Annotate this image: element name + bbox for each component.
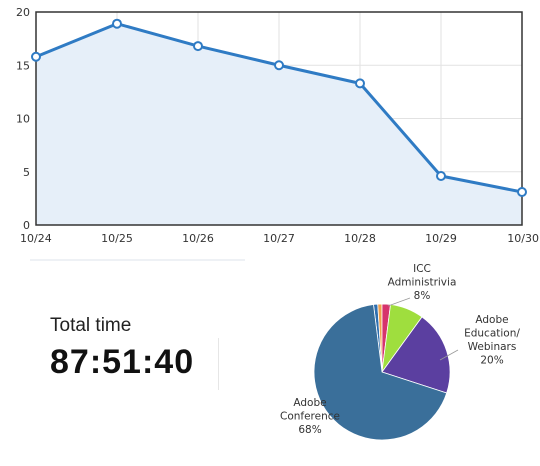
pie-leader-line	[439, 349, 459, 361]
data-point	[31, 51, 41, 62]
y-tick-label: 15	[16, 59, 30, 72]
data-point	[436, 171, 446, 182]
pie-leader-line	[387, 297, 411, 307]
pie-label-line: 8%	[414, 290, 431, 302]
total-time-label: Total time	[50, 315, 132, 336]
pie-slice-label: Adobe Conference 68%	[280, 397, 340, 436]
y-tick-label: 0	[23, 219, 30, 232]
daily-line-chart: 0 5 10 15 20 10/24 10/25 10/26 10/27 10/28 10/29 10…	[16, 6, 539, 245]
pie-label-line: Webinars	[468, 341, 517, 353]
pie-slice-label: Adobe Education/Webinars 20%	[464, 314, 520, 367]
y-tick-label: 10	[16, 113, 30, 126]
x-tick-label: 10/27	[263, 232, 295, 245]
pie-slice	[313, 304, 448, 441]
x-tick-label: 10/30	[507, 232, 539, 245]
summary-divider	[218, 338, 219, 390]
x-tick-label: 10/29	[425, 232, 457, 245]
pie-label-line: ICC	[413, 263, 431, 275]
pie-label-line: 68%	[298, 424, 321, 436]
section-separator	[30, 259, 245, 261]
x-tick-label: 10/24	[20, 232, 52, 245]
x-tick-label: 10/28	[344, 232, 376, 245]
data-point	[517, 186, 527, 197]
data-point	[193, 41, 203, 52]
y-tick-label: 5	[23, 166, 30, 179]
pie-label-line: Adobe	[293, 397, 326, 409]
pie-slice	[381, 316, 451, 394]
pie-label-line: Education/	[464, 328, 520, 340]
data-point	[355, 78, 365, 89]
total-time-summary: Total time 87:51:40	[50, 315, 194, 382]
plot-frame	[35, 11, 523, 226]
pie-slice-label: ICC Administrivia 8%	[388, 263, 457, 302]
pie-label-line: 20%	[480, 355, 503, 367]
data-point	[274, 60, 284, 71]
pie-label-line: Administrivia	[388, 277, 457, 289]
x-tick-label: 10/26	[182, 232, 214, 245]
pie-label-line: Adobe	[475, 314, 508, 326]
data-point	[112, 18, 122, 29]
x-tick-label: 10/25	[101, 232, 133, 245]
series-area	[36, 23, 522, 226]
y-tick-label: 20	[16, 6, 30, 19]
pie-label-line: Conference	[280, 411, 340, 423]
category-pie-chart: Adobe Conference 68% Adobe Education/Webinar…	[280, 263, 520, 441]
total-time-value: 87:51:40	[50, 343, 195, 381]
